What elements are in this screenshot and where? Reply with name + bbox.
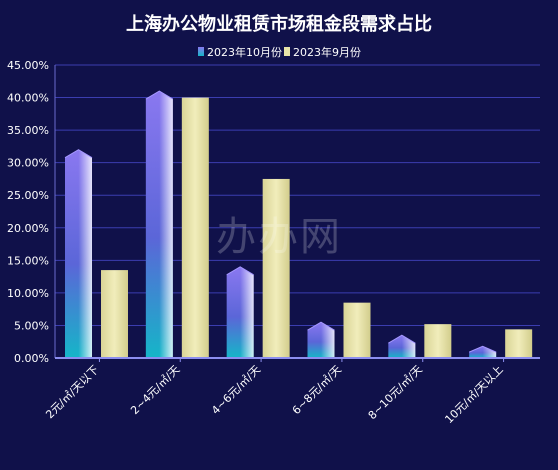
x-tick-label: 2~4元/㎡/天 [128, 363, 182, 417]
x-tick-label: 4~6元/㎡/天 [209, 363, 263, 417]
bars [64, 90, 533, 359]
y-axis: 0.00% 5.00% 10.00% 15.00% 20.00% 25.00% 30.00%… [7, 59, 56, 365]
x-tick-label: 10元/㎡/天以上 [442, 363, 505, 426]
y-tick-label: 0.00% [14, 352, 49, 365]
x-tick-label: 2元/㎡/天以下 [43, 363, 101, 421]
y-tick-label: 15.00% [7, 254, 49, 267]
y-tick-label: 20.00% [7, 222, 49, 235]
x-axis: 2元/㎡/天以下 2~4元/㎡/天 4~6元/㎡/天 6~8元/㎡/天 8~10元/㎡/… [43, 357, 540, 426]
legend: 2023年10月份 2023年9月份 [198, 45, 361, 59]
bar-series1-highlight [482, 346, 497, 358]
y-tick-label: 35.00% [7, 124, 49, 137]
bar-series1-highlight [321, 322, 335, 358]
bar-series2 [424, 324, 452, 358]
y-tick-label: 10.00% [7, 287, 49, 300]
chart-title: 上海办公物业租赁市场租金段需求占比 [126, 13, 432, 35]
bar-series1-top [64, 149, 93, 159]
legend-swatch [284, 47, 290, 56]
bar-series1-top [468, 345, 497, 353]
watermark: 办办网 [216, 214, 342, 260]
bar-series1-highlight [401, 335, 416, 358]
bar-series2 [505, 329, 533, 358]
bar-series1-top [226, 266, 254, 276]
y-tick-label: 5.00% [14, 319, 49, 332]
bar-series1-highlight [240, 266, 254, 358]
y-tick-label: 25.00% [7, 189, 49, 202]
y-tick-label: 40.00% [7, 92, 49, 105]
y-tick-label: 30.00% [7, 157, 49, 170]
bar-series2 [101, 270, 128, 358]
legend-label: 2023年10月份 [207, 45, 282, 59]
bar-series2 [343, 302, 371, 358]
bar-series1-top [145, 90, 174, 100]
gridlines [55, 64, 540, 359]
y-tick-label: 45.00% [7, 59, 49, 72]
legend-swatch [198, 47, 204, 56]
bar-series1-top [307, 321, 335, 331]
bar-series2 [262, 178, 290, 358]
bar-series1-top [388, 334, 416, 344]
bar-series2 [181, 97, 209, 359]
x-tick-label: 6~8元/㎡/天 [290, 363, 344, 417]
bar-series1-highlight [159, 91, 173, 359]
legend-label: 2023年9月份 [293, 45, 361, 59]
x-tick-label: 8~10元/㎡/天 [366, 363, 425, 422]
bar-series1-highlight [78, 149, 92, 358]
